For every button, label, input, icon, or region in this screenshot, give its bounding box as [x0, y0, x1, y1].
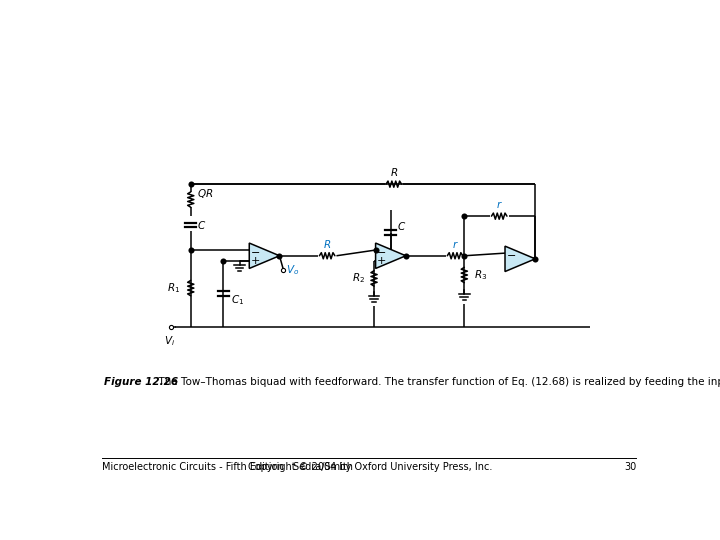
- Text: $C$: $C$: [397, 220, 406, 233]
- Text: $V_i$: $V_i$: [164, 334, 176, 348]
- Text: Figure 12.26: Figure 12.26: [104, 377, 178, 387]
- Text: $C$: $C$: [197, 219, 206, 231]
- Polygon shape: [376, 243, 406, 268]
- Text: $+$: $+$: [377, 255, 387, 266]
- Text: $R$: $R$: [390, 166, 398, 178]
- Text: The Tow–Thomas biquad with feedforward. The transfer function of Eq. (12.68) is : The Tow–Thomas biquad with feedforward. …: [152, 377, 720, 387]
- Text: $r$: $r$: [451, 239, 459, 249]
- Text: $-$: $-$: [250, 246, 260, 256]
- Text: Microelectronic Circuits - Fifth Edition   Sedra/Smith: Microelectronic Circuits - Fifth Edition…: [102, 462, 353, 472]
- Text: Copyright © 2004 by Oxford University Press, Inc.: Copyright © 2004 by Oxford University Pr…: [248, 462, 492, 472]
- Polygon shape: [249, 243, 279, 268]
- Text: $C_1$: $C_1$: [231, 293, 244, 307]
- Text: $V_o$: $V_o$: [287, 263, 300, 276]
- Text: $R$: $R$: [323, 238, 331, 249]
- Text: $r$: $r$: [496, 199, 503, 210]
- Polygon shape: [505, 246, 535, 272]
- Text: 30: 30: [624, 462, 636, 472]
- Text: $-$: $-$: [505, 249, 516, 259]
- Text: $+$: $+$: [250, 255, 260, 266]
- Text: $-$: $-$: [377, 246, 387, 256]
- Text: $QR$: $QR$: [197, 187, 213, 200]
- Text: $R_3$: $R_3$: [474, 268, 487, 282]
- Text: $R_1$: $R_1$: [168, 281, 181, 295]
- Text: $R_2$: $R_2$: [351, 272, 365, 285]
